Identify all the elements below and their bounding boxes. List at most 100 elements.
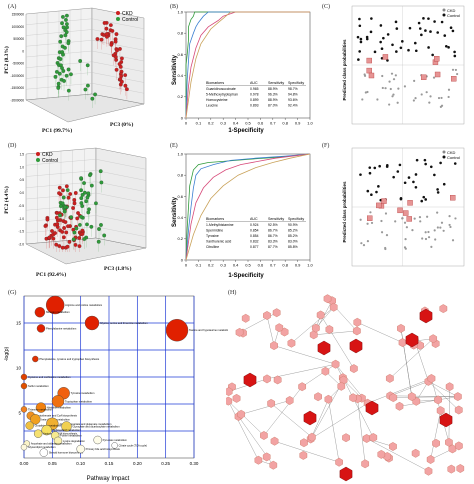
network-edge	[302, 364, 336, 387]
prob-point-ckd	[364, 91, 367, 94]
roc-table-header: Sensitivity	[268, 81, 284, 85]
roc-ytick-label: 0.4	[177, 73, 183, 78]
network-node	[439, 304, 448, 314]
pca-3d-chart-d: 1.5 1.0 0.5 0.0 -0.5 -1.0 -1.5 -2.0 CKD Control…	[3, 147, 147, 278]
pca-ytick-label: 0	[22, 49, 24, 53]
pca-point	[114, 32, 119, 36]
pca-point	[66, 224, 70, 229]
roc-table-cell: 85.8%	[288, 245, 298, 249]
prob-point-control	[422, 195, 426, 199]
pathway-ytick-label: 5	[18, 411, 21, 416]
roc-table-cell: 86.7%	[268, 229, 278, 233]
network-node	[362, 434, 371, 443]
pca-point	[65, 188, 70, 193]
pca-point	[55, 222, 60, 226]
roc-ytick-label: 0.8	[177, 173, 183, 178]
pca-point	[86, 191, 91, 196]
prob-f-legend-ckd: CKD	[447, 150, 456, 155]
prob-point-ckd	[412, 99, 415, 102]
metabolic-network-h	[226, 294, 465, 482]
pca-point	[85, 63, 90, 68]
prob-point-ckd	[403, 85, 407, 88]
roc-b-table: Biomarkers AUC Sensitivity Specificity Guani…	[206, 81, 306, 108]
prob-point-ckd	[388, 80, 391, 83]
roc-xtick-label: 0	[185, 263, 188, 268]
prob-point-misclass	[406, 216, 412, 222]
pathway-label: Pyruvate metabolism	[103, 438, 127, 442]
network-node	[272, 308, 281, 318]
pca-point	[64, 30, 69, 34]
pca-d-box	[25, 147, 147, 265]
pca-ytick-label: -1.0	[19, 217, 25, 221]
network-edge	[390, 381, 429, 397]
network-node	[397, 323, 405, 333]
network-edge	[310, 399, 329, 440]
network-edge	[315, 307, 334, 329]
prob-point-control	[424, 29, 427, 32]
prob-point-ckd	[427, 236, 431, 239]
prob-point-misclass	[381, 198, 387, 204]
roc-xtick-label: 0.5	[245, 121, 251, 126]
prob-c-legend: CKD Control	[442, 8, 460, 18]
pca-point	[104, 26, 109, 31]
prob-point-ckd	[425, 91, 428, 94]
prob-point-control	[414, 185, 418, 189]
prob-point-control	[395, 50, 398, 53]
prob-point-control	[377, 185, 380, 188]
roc-table-cell: 0.854	[250, 234, 259, 238]
prob-point-control	[375, 190, 378, 194]
pathway-bubble	[36, 324, 46, 333]
pathway-xtick-label: 0.00	[20, 461, 29, 466]
roc-table-cell: 83.0%	[288, 240, 298, 244]
pathway-bubble	[61, 421, 72, 432]
network-edge	[366, 438, 429, 472]
pca-point	[110, 29, 115, 33]
pathway-label: Ascorbate and aldarate metabolism	[31, 442, 72, 446]
prob-point-ckd	[397, 87, 400, 90]
prob-point-control	[427, 46, 430, 49]
pca-point	[56, 86, 61, 90]
network-edge	[271, 403, 313, 438]
pathway-label: Cysteine and methionine metabolism	[28, 375, 71, 379]
prob-point-ckd	[429, 95, 432, 98]
pca-point	[60, 21, 64, 26]
network-node	[325, 325, 334, 334]
pca-point	[79, 176, 83, 181]
roc-table-cell: 92.4%	[288, 104, 298, 108]
prob-point-control	[449, 26, 453, 30]
roc-xtick-label: 0.4	[233, 263, 239, 268]
panel-label-c: (C)	[322, 4, 330, 10]
prob-point-ckd	[414, 97, 417, 100]
panel-label-h: (H)	[228, 290, 237, 296]
network-node	[453, 392, 462, 402]
pca-point	[64, 22, 69, 26]
prob-point-misclass	[376, 202, 382, 209]
prob-point-control	[358, 50, 361, 53]
prob-point-ckd	[451, 239, 455, 242]
prob-point-control	[420, 199, 424, 203]
prob-point-ckd	[384, 247, 387, 251]
prob-point-control	[378, 164, 381, 168]
pca-point	[118, 64, 123, 69]
prob-point-control	[439, 161, 442, 165]
roc-ytick-label: 0.2	[177, 94, 183, 99]
prob-point-control	[373, 166, 377, 170]
roc-table-cell: 0.924	[250, 223, 259, 227]
roc-table-cell: Leucine	[206, 104, 218, 108]
pathway-label: Tyrosine metabolism	[71, 391, 95, 395]
network-node	[226, 387, 233, 397]
network-node	[369, 433, 378, 442]
prob-point-ckd	[454, 68, 458, 72]
pca-point	[79, 201, 84, 205]
pathway-bubble	[20, 373, 28, 381]
network-node	[377, 449, 386, 459]
roc-table-cell: 96.3%	[268, 93, 278, 97]
prob-point-ckd	[392, 93, 395, 96]
prob-point-control	[415, 158, 419, 162]
prob-point-ckd	[451, 68, 455, 71]
roc-xtick-label: 0.8	[282, 121, 288, 126]
pca-d-legend-control: Control	[42, 158, 58, 164]
prob-point-control	[391, 43, 394, 47]
prob-point-control	[368, 171, 372, 175]
pca-point	[57, 191, 61, 196]
